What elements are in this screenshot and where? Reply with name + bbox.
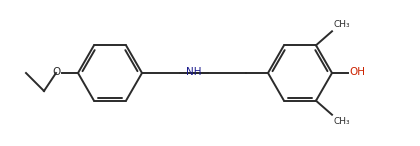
Text: CH₃: CH₃ [334,20,351,29]
Text: O: O [53,67,61,77]
Text: NH: NH [186,67,202,77]
Text: CH₃: CH₃ [334,117,351,126]
Text: OH: OH [349,67,365,77]
